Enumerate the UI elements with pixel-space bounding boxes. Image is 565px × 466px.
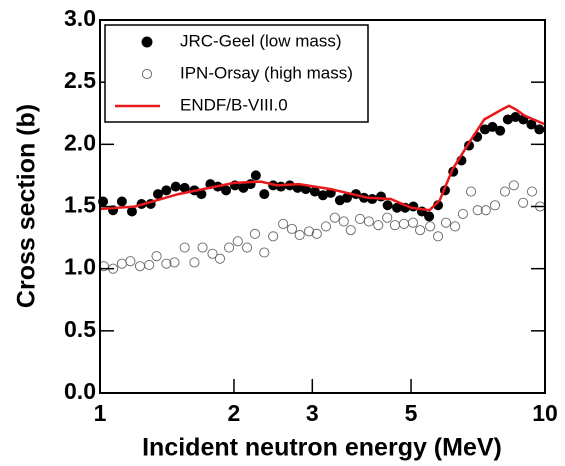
legend-label: ENDF/B-VIII.0 (180, 95, 288, 114)
data-point (425, 221, 436, 232)
data-point (161, 185, 172, 196)
data-point (502, 114, 513, 125)
data-point (415, 225, 426, 236)
data-point (320, 221, 332, 232)
data-point (526, 119, 537, 130)
y-tick-label: 1.5 (64, 192, 96, 218)
data-point (286, 223, 298, 234)
data-point (250, 170, 261, 181)
x-tick-label: 1 (94, 400, 107, 426)
data-point (245, 179, 256, 190)
data-point (309, 186, 320, 197)
data-point (382, 200, 393, 211)
data-point (144, 259, 155, 270)
data-point (259, 247, 270, 258)
data-point (221, 185, 232, 196)
legend-label: JRC-Geel (low mass) (180, 31, 342, 50)
y-tick-label: 3.0 (64, 5, 96, 31)
data-point (499, 186, 511, 197)
data-point (392, 202, 403, 213)
data-point (196, 189, 207, 200)
y-tick-label: 2.0 (64, 129, 96, 155)
data-point (382, 212, 393, 223)
data-point (373, 220, 384, 231)
data-point (304, 226, 315, 237)
data-point (207, 248, 218, 259)
y-tick-label: 1.0 (64, 254, 96, 280)
y-tick-label: 2.5 (64, 67, 96, 93)
data-point (197, 242, 208, 253)
data-point (495, 125, 506, 136)
data-point (189, 257, 200, 268)
data-point (126, 206, 137, 217)
legend-swatch (141, 68, 153, 80)
x-tick-label: 2 (228, 400, 241, 426)
data-point (179, 242, 190, 253)
data-point (407, 217, 419, 228)
data-point (342, 192, 353, 203)
legend-swatch (141, 36, 153, 48)
data-point (116, 196, 127, 207)
x-tick-label: 10 (532, 400, 558, 426)
data-point (232, 236, 243, 247)
x-tick-label: 5 (405, 400, 418, 426)
legend-label: IPN-Orsay (high mass) (180, 63, 353, 82)
data-point (224, 242, 235, 253)
data-point (249, 228, 261, 239)
data-point (241, 242, 253, 253)
data-point (170, 181, 181, 192)
y-tick-label: 0.5 (64, 316, 96, 342)
data-point (450, 221, 461, 232)
data-point (508, 180, 519, 191)
data-point (151, 251, 162, 262)
data-point (268, 231, 279, 242)
data-point (433, 231, 444, 242)
data-point (278, 218, 289, 229)
data-point (375, 191, 386, 202)
data-point (424, 211, 435, 222)
y-tick-label: 0.0 (64, 378, 96, 404)
data-point (363, 216, 374, 227)
data-point (169, 257, 180, 268)
data-point (311, 228, 322, 239)
data-point (526, 186, 538, 197)
data-point (152, 189, 163, 200)
data-point (534, 124, 545, 135)
data-point (317, 190, 328, 201)
line-series (99, 104, 546, 212)
data-point (510, 111, 521, 122)
data-point (179, 182, 190, 193)
data-point (518, 197, 529, 208)
data-point (457, 208, 468, 220)
data-point (259, 189, 270, 200)
data-point (125, 256, 136, 267)
data-point (338, 216, 349, 227)
data-point (489, 200, 501, 211)
data-point (465, 186, 477, 197)
data-point (294, 230, 305, 241)
data-point (487, 121, 498, 132)
data-point (345, 225, 356, 236)
data-point (472, 205, 483, 216)
data-point (480, 205, 491, 216)
data-point (329, 212, 340, 223)
data-point (161, 258, 172, 269)
data-point (214, 253, 225, 264)
y-axis-title: Cross section (b) (13, 104, 41, 308)
x-axis-title: Incident neutron energy (MeV) (142, 434, 502, 462)
data-point (440, 217, 452, 228)
x-tick-label: 3 (306, 400, 319, 426)
